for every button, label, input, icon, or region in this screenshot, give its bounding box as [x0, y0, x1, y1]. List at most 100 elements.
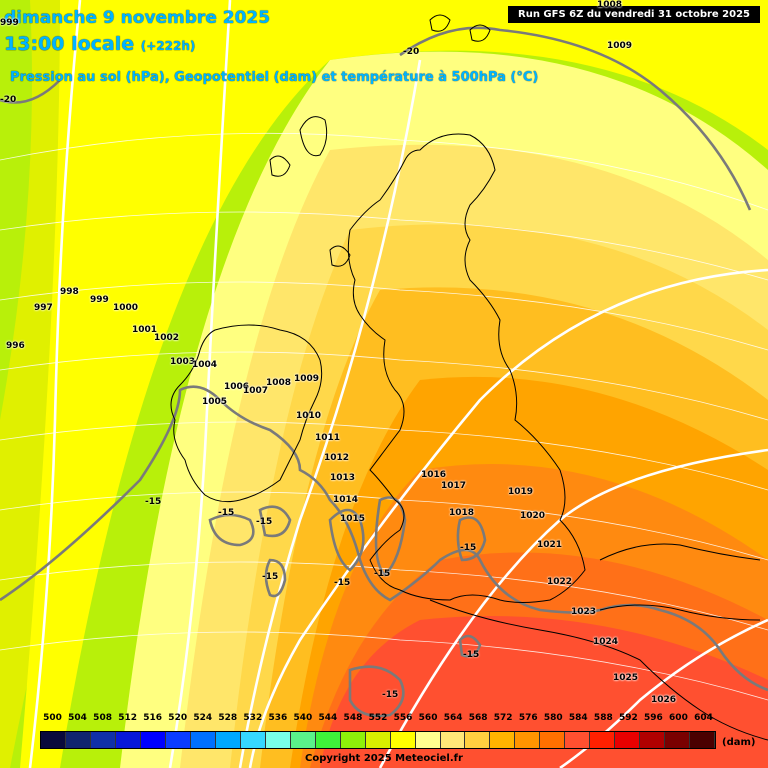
legend-value: 568	[468, 713, 488, 723]
legend-swatch	[290, 732, 316, 748]
legend-swatch	[515, 732, 541, 748]
legend-swatch	[540, 732, 566, 748]
pressure-label: 1023	[571, 607, 597, 617]
legend-value: 504	[68, 713, 87, 723]
legend-swatch	[415, 732, 441, 748]
pressure-label: 1008	[266, 378, 292, 388]
pressure-label: 1008	[597, 0, 623, 10]
legend-swatch	[490, 732, 516, 748]
legend-value: 596	[644, 713, 663, 723]
temperature-label: -15	[262, 572, 279, 582]
legend-swatch	[365, 732, 391, 748]
pressure-label: 1021	[537, 540, 563, 550]
pressure-label: 1013	[330, 473, 356, 483]
forecast-date: dimanche 9 novembre 2025	[4, 8, 271, 28]
legend-swatch	[565, 732, 591, 748]
legend-swatch	[315, 732, 341, 748]
temperature-label: -15	[463, 650, 480, 660]
legend-swatch	[41, 732, 66, 748]
legend-value: 556	[393, 713, 413, 723]
legend-value: 500	[43, 713, 62, 723]
coastlines	[170, 14, 768, 741]
pressure-label: 1002	[154, 333, 180, 343]
pressure-label: 1003	[170, 357, 196, 367]
pressure-label: 1022	[547, 577, 573, 587]
pressure-label: 1009	[294, 374, 320, 384]
legend-value: 540	[293, 713, 313, 723]
legend-swatch	[190, 732, 216, 748]
run-badge: Run GFS 6Z du vendredi 31 octobre 2025	[508, 6, 760, 23]
pressure-label: 1017	[441, 481, 467, 491]
pressure-label: 1006	[224, 382, 250, 392]
legend-value: 604	[694, 713, 713, 723]
legend-value: 564	[443, 713, 463, 723]
legend-swatch	[140, 732, 166, 748]
band-556	[20, 0, 768, 768]
legend-value: 560	[418, 713, 438, 723]
legend-swatch	[215, 732, 241, 748]
pressure-label: 996	[6, 341, 25, 351]
pressure-label: 999	[0, 18, 19, 28]
pressure-label: 999	[90, 295, 109, 305]
legend-swatch	[115, 732, 141, 748]
pressure-label: 1012	[324, 453, 350, 463]
legend-value: 576	[518, 713, 538, 723]
legend-swatch	[265, 732, 291, 748]
temperature-label: -15	[382, 690, 399, 700]
legend-value: 536	[268, 713, 288, 723]
legend-value: 572	[493, 713, 513, 723]
pressure-label: 997	[34, 303, 53, 313]
pressure-label: 1025	[613, 673, 639, 683]
legend-value: 528	[218, 713, 238, 723]
geopotential-legend: 500 504 508 512 516 520 524 528 532 536 540 544 548 5…	[40, 713, 716, 751]
legend-swatch	[240, 732, 266, 748]
temperature-label: -15	[145, 497, 162, 507]
legend-swatch	[90, 732, 116, 748]
temperature-label: -20	[403, 47, 420, 57]
temperature-label: -15	[334, 578, 351, 588]
pressure-label: 1004	[192, 360, 218, 370]
legend-value: 544	[318, 713, 338, 723]
pressure-label: 1026	[651, 695, 677, 705]
legend-color-bar	[40, 731, 716, 749]
pressure-label: 998	[60, 287, 79, 297]
legend-swatch	[640, 732, 666, 748]
legend-value: 524	[193, 713, 213, 723]
temperature-label: -15	[218, 508, 235, 518]
legend-swatch	[465, 732, 491, 748]
temperature-label: -20	[0, 95, 17, 105]
legend-value: 532	[243, 713, 263, 723]
pressure-label: 1009	[607, 41, 633, 51]
parameters-title: Pression au sol (hPa), Geopotentiel (dam…	[10, 70, 539, 85]
legend-swatch	[390, 732, 416, 748]
legend-swatch	[440, 732, 466, 748]
temperature-label: -15	[374, 569, 391, 579]
pressure-label: 1000	[113, 303, 139, 313]
legend-swatch	[615, 732, 641, 748]
legend-value: 588	[593, 713, 613, 723]
pressure-label: 1020	[520, 511, 546, 521]
temperature-label: -15	[256, 517, 273, 527]
pressure-label: 1014	[333, 495, 359, 505]
legend-value: 548	[343, 713, 363, 723]
band-588	[320, 616, 768, 768]
legend-swatch	[665, 732, 691, 748]
isobars	[28, 0, 768, 768]
legend-value: 580	[543, 713, 563, 723]
legend-value: 508	[93, 713, 112, 723]
legend-value: 552	[368, 713, 388, 723]
legend-unit: (dam)	[722, 737, 756, 748]
legend-swatch	[590, 732, 616, 748]
legend-swatch	[65, 732, 91, 748]
legend-value: 512	[118, 713, 138, 723]
pressure-label: 1015	[340, 514, 366, 524]
legend-value: 600	[669, 713, 688, 723]
legend-value: 520	[168, 713, 188, 723]
pressure-label: 1001	[132, 325, 158, 335]
pressure-label: 1024	[593, 637, 619, 647]
pressure-label: 1010	[296, 411, 322, 421]
copyright: Copyright 2025 Meteociel.fr	[305, 753, 463, 764]
forecast-time: 13:00 locale (+222h)	[4, 33, 196, 55]
pressure-label: 1007	[243, 386, 269, 396]
legend-value: 592	[618, 713, 638, 723]
